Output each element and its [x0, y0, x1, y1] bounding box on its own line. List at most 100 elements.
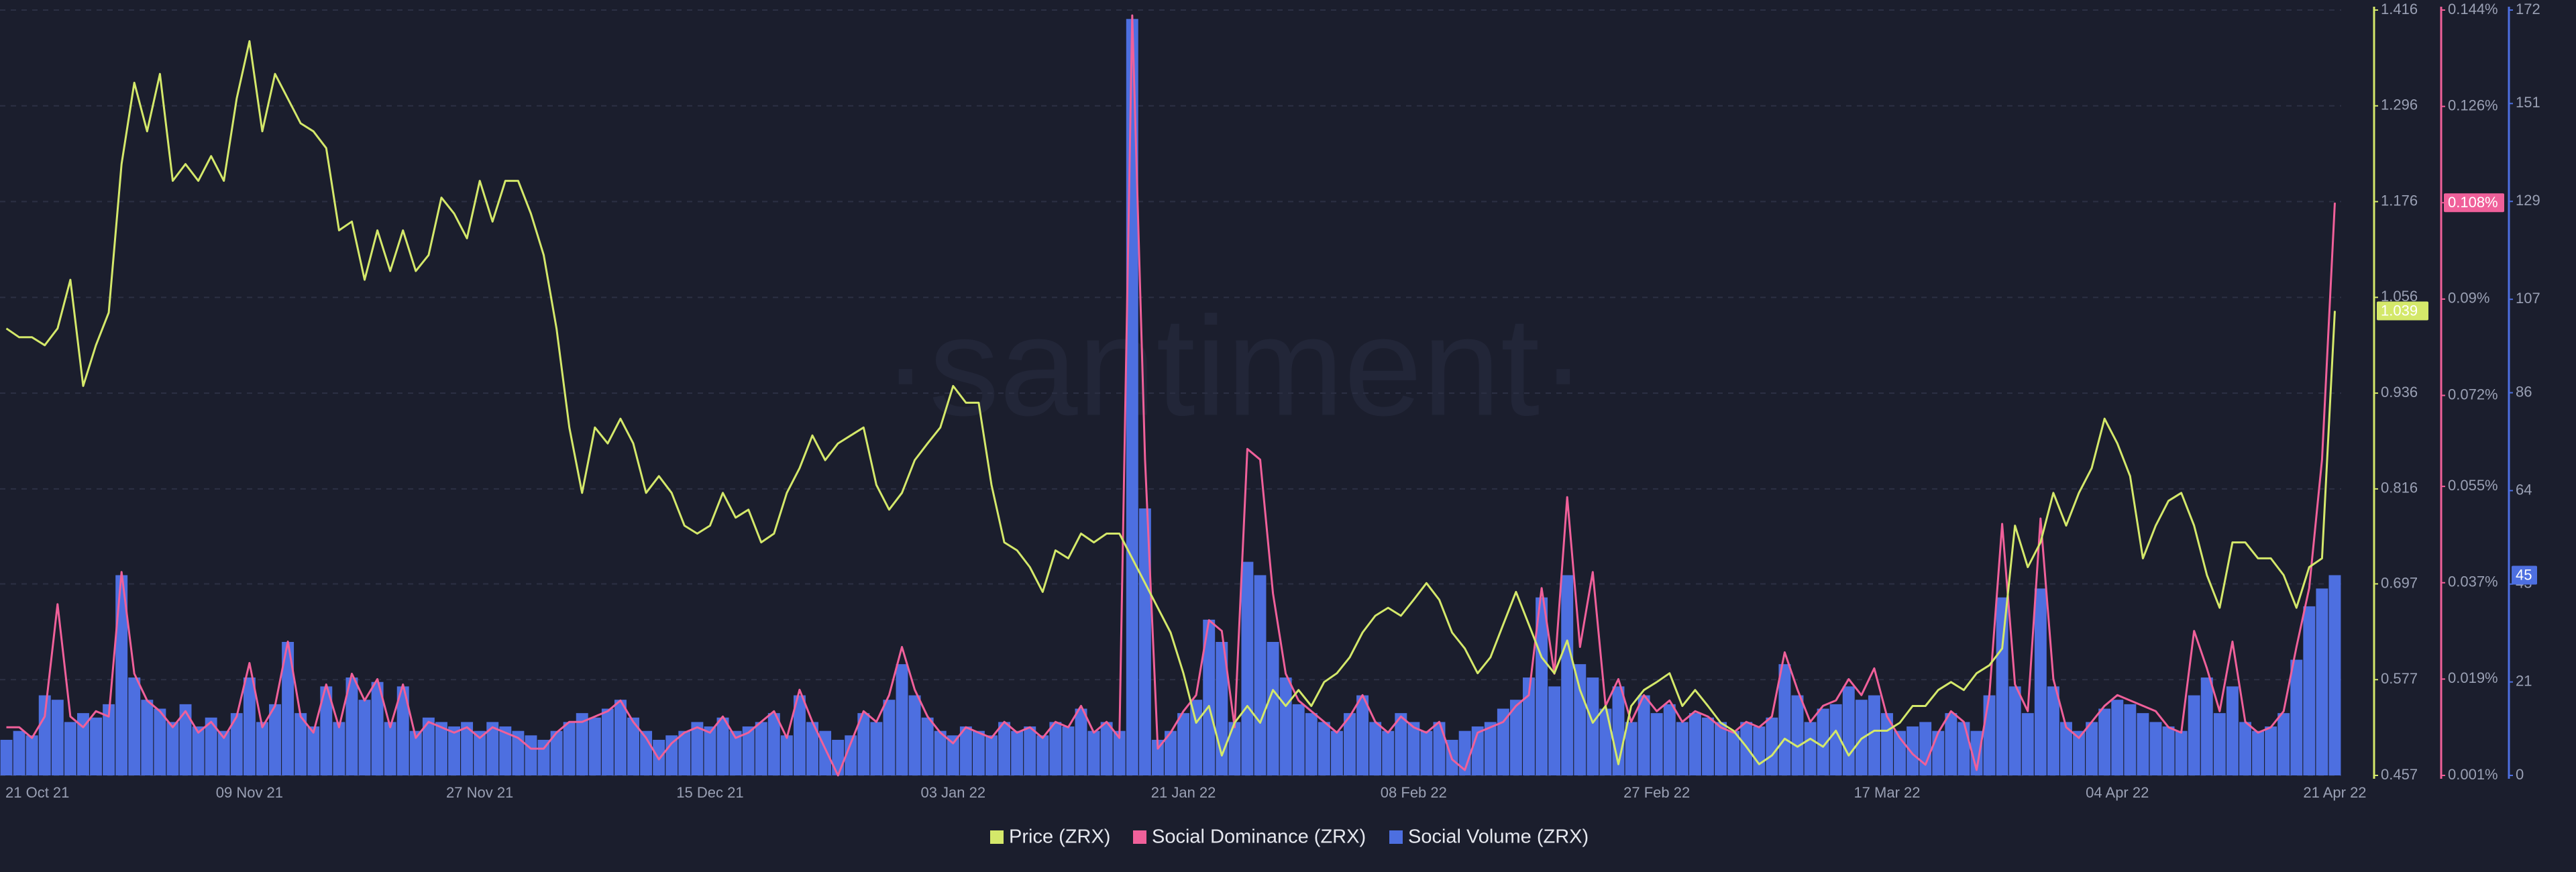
bar [2226, 686, 2239, 775]
bar [1113, 730, 1126, 775]
bar [665, 735, 678, 775]
bar [1203, 619, 1216, 775]
bar [1638, 695, 1650, 775]
bar [2188, 695, 2200, 775]
bar [2277, 713, 2290, 775]
bar [1996, 597, 2008, 775]
bar [1688, 713, 1701, 775]
y-tick-label: 0.126% [2448, 97, 2498, 113]
bar [2328, 575, 2341, 775]
legend-label: Social Volume (ZRX) [1408, 826, 1589, 848]
bar [1766, 717, 1778, 775]
bar [2008, 686, 2021, 775]
x-tick-label: 21 Oct 21 [5, 784, 69, 801]
bar [998, 722, 1011, 775]
bar [2137, 713, 2149, 775]
bar [1011, 730, 1024, 775]
bar [154, 708, 166, 775]
line [5, 40, 2336, 765]
bar [1407, 722, 1420, 775]
bar [1919, 722, 1932, 775]
bar [384, 722, 396, 775]
bar [832, 739, 845, 775]
bar [448, 726, 460, 775]
bar [845, 735, 857, 775]
bar [1842, 686, 1855, 775]
bar [76, 713, 89, 775]
bar [537, 739, 550, 775]
bar [806, 722, 818, 775]
bar [1024, 726, 1036, 775]
y-tick-label: 0.697 [2381, 574, 2418, 591]
bar [576, 713, 588, 775]
bar [1344, 713, 1356, 775]
bar [217, 730, 230, 775]
y-tick-label: 0.055% [2448, 477, 2498, 494]
bar [358, 700, 371, 775]
bar [13, 730, 25, 775]
bar [294, 713, 307, 775]
bar [1254, 575, 1267, 775]
y-tick-label: 0.816 [2381, 480, 2418, 496]
bar [1420, 730, 1433, 775]
bar [972, 730, 985, 775]
bar [243, 677, 256, 775]
bar [0, 739, 13, 775]
bar [1318, 722, 1330, 775]
bar [1868, 695, 1880, 775]
bar [269, 704, 281, 775]
bar [512, 730, 525, 775]
bar [2290, 659, 2303, 775]
bar [755, 722, 767, 775]
x-tick-label: 21 Jan 22 [1151, 784, 1216, 801]
x-tick-label: 27 Nov 21 [446, 784, 513, 801]
bar [205, 717, 217, 775]
bar [1932, 730, 1945, 775]
y-tick-label: 0.457 [2381, 766, 2418, 783]
bar [2073, 730, 2086, 775]
bar [704, 726, 716, 775]
x-tick-label: 17 Mar 22 [1854, 784, 1920, 801]
bar [474, 730, 486, 775]
bar [461, 722, 474, 775]
bar [64, 722, 76, 775]
bar [1625, 722, 1638, 775]
value-tag-bg [2512, 565, 2537, 585]
bar [1433, 722, 1446, 775]
legend-marker [990, 830, 1004, 844]
bar [1970, 730, 1983, 775]
bar [1561, 575, 1574, 775]
bar [1241, 561, 1254, 775]
bar [166, 722, 179, 775]
y-tick-label: 1.176 [2381, 192, 2418, 209]
y-tick-label: 0.072% [2448, 386, 2498, 402]
value-tag-bg [2377, 301, 2428, 321]
line [6, 14, 2336, 777]
bar [128, 677, 141, 775]
bar [550, 730, 563, 775]
bar [2060, 722, 2072, 775]
bar [1983, 695, 1996, 775]
x-tick-label: 21 Apr 22 [2303, 784, 2366, 801]
bar [307, 726, 320, 775]
bar [1574, 664, 1587, 775]
legend-marker [1133, 830, 1146, 844]
value-tag: 0.108% [2448, 194, 2498, 211]
bar [947, 735, 959, 775]
bar [1190, 700, 1203, 775]
bar [1100, 722, 1113, 775]
bar [256, 722, 268, 775]
x-tick-label: 04 Apr 22 [2086, 784, 2149, 801]
bar [2316, 588, 2328, 775]
y-tick-label: 0.936 [2381, 384, 2418, 400]
bar [1267, 641, 1279, 775]
bar [2303, 606, 2316, 775]
legend-label: Social Dominance (ZRX) [1152, 826, 1366, 848]
bar [486, 722, 499, 775]
y-tick-label: 151 [2516, 94, 2540, 111]
bar [1715, 722, 1727, 775]
legend-marker [1389, 830, 1403, 844]
bar [1753, 726, 1766, 775]
bar [320, 686, 333, 775]
